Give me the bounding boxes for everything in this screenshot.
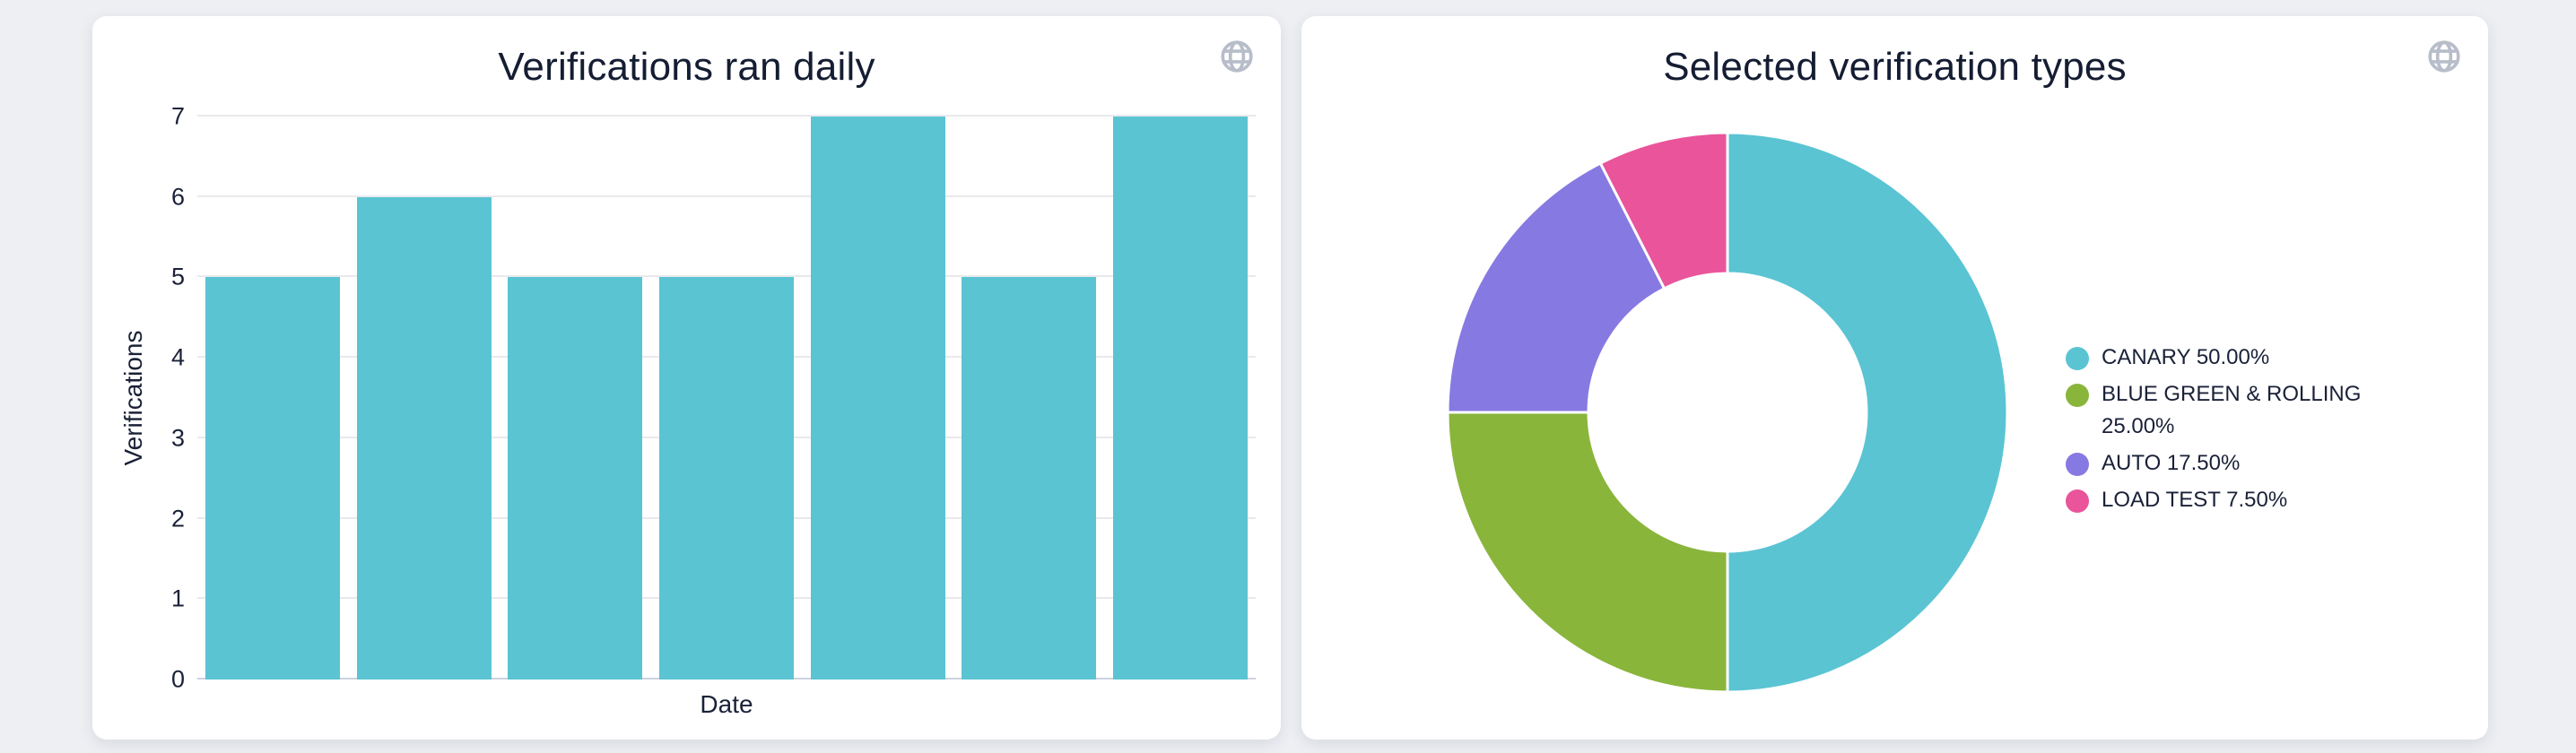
donut-chart-title: Selected verification types xyxy=(1663,45,2127,89)
y-tick-label-2: 2 xyxy=(170,505,185,532)
donut-slice-auto[interactable] xyxy=(1446,161,1667,414)
bar-y-axis-title: Verifications xyxy=(119,330,147,466)
bar-slot-2 xyxy=(349,117,500,679)
bar-x-axis-title: Date xyxy=(700,690,753,718)
donut-chart xyxy=(1446,131,2009,694)
gridline-y6 xyxy=(197,195,1256,197)
y-tick-label-0: 0 xyxy=(170,665,185,693)
bar-slot-1 xyxy=(197,117,349,679)
bar-6[interactable] xyxy=(962,277,1097,679)
bar-2[interactable] xyxy=(356,196,492,679)
verifications-daily-card: Verifications ran daily Verifications 0 1… xyxy=(92,16,1281,740)
legend-swatch xyxy=(2066,384,2089,407)
donut-slice-load-test[interactable] xyxy=(1598,131,1729,290)
donut-slice-canary[interactable] xyxy=(1726,131,2009,694)
bar-7[interactable] xyxy=(1112,117,1248,679)
legend-item-label: LOAD TEST 7.50% xyxy=(2102,488,2288,512)
bar-1[interactable] xyxy=(205,277,341,679)
legend-item-label: CANARY 50.00% xyxy=(2102,345,2270,369)
legend-swatch xyxy=(2066,453,2089,476)
y-tick-label-5: 5 xyxy=(170,263,185,290)
verification-types-card: Selected verification types CANARY 50.00… xyxy=(1301,16,2488,740)
globe-icon xyxy=(1221,40,1253,73)
globe-icon xyxy=(2428,40,2460,73)
bar-chart-title: Verifications ran daily xyxy=(498,45,875,89)
bar-slot-6 xyxy=(953,117,1105,679)
bar-3[interactable] xyxy=(508,277,643,679)
bar-plot-area: 0 1 2 3 4 5 6 7 xyxy=(171,103,1256,693)
legend-item-auto[interactable]: AUTO 17.50% xyxy=(2066,447,2442,480)
bar-slot-7 xyxy=(1104,117,1256,679)
gridline-y5 xyxy=(197,275,1256,278)
legend-item-label: AUTO 17.50% xyxy=(2102,451,2241,475)
y-tick-label-7: 7 xyxy=(170,102,185,130)
donut-slice-blue-green-rolling[interactable] xyxy=(1446,411,1729,694)
legend-item-canary[interactable]: CANARY 50.00% xyxy=(2066,342,2442,374)
globe-icon-button[interactable] xyxy=(2425,38,2463,75)
bar-5[interactable] xyxy=(810,117,945,679)
legend-item-label: BLUE GREEN & ROLLING 25.00% xyxy=(2102,382,2362,438)
y-tick-label-6: 6 xyxy=(170,183,185,211)
donut-legend: CANARY 50.00% BLUE GREEN & ROLLING 25.00%… xyxy=(2066,342,2442,521)
legend-swatch xyxy=(2066,347,2089,370)
bar-4[interactable] xyxy=(659,277,795,679)
legend-item-blue-green-rolling[interactable]: BLUE GREEN & ROLLING 25.00% xyxy=(2066,378,2442,443)
legend-swatch xyxy=(2066,489,2089,513)
bars xyxy=(197,117,1256,679)
y-tick-label-4: 4 xyxy=(170,343,185,371)
bar-slot-4 xyxy=(651,117,803,679)
globe-icon-button[interactable] xyxy=(1218,38,1256,75)
y-tick-label-3: 3 xyxy=(170,424,185,452)
gridline-y7 xyxy=(197,115,1256,117)
legend-item-load-test[interactable]: LOAD TEST 7.50% xyxy=(2066,484,2442,516)
y-tick-label-1: 1 xyxy=(170,584,185,612)
bar-slot-5 xyxy=(802,117,953,679)
bar-slot-3 xyxy=(500,117,651,679)
